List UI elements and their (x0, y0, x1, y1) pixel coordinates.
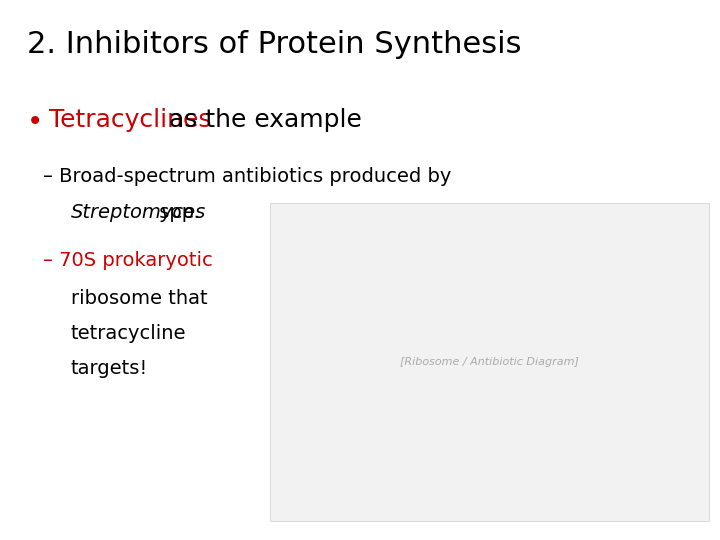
FancyBboxPatch shape (270, 202, 709, 521)
Text: 2. Inhibitors of Protein Synthesis: 2. Inhibitors of Protein Synthesis (27, 30, 522, 59)
Text: spp.: spp. (153, 202, 201, 221)
Text: – Broad-spectrum antibiotics produced by: – Broad-spectrum antibiotics produced by (43, 167, 451, 186)
Text: tetracycline: tetracycline (71, 324, 186, 343)
Text: ribosome that: ribosome that (71, 289, 207, 308)
Text: as the example: as the example (161, 108, 361, 132)
Text: [Ribosome / Antibiotic Diagram]: [Ribosome / Antibiotic Diagram] (400, 357, 579, 367)
Text: •: • (27, 108, 44, 136)
Text: Streptomyces: Streptomyces (71, 202, 206, 221)
Text: Tetracyclines: Tetracyclines (49, 108, 212, 132)
Text: targets!: targets! (71, 359, 148, 378)
Text: – 70S prokaryotic: – 70S prokaryotic (43, 251, 213, 270)
